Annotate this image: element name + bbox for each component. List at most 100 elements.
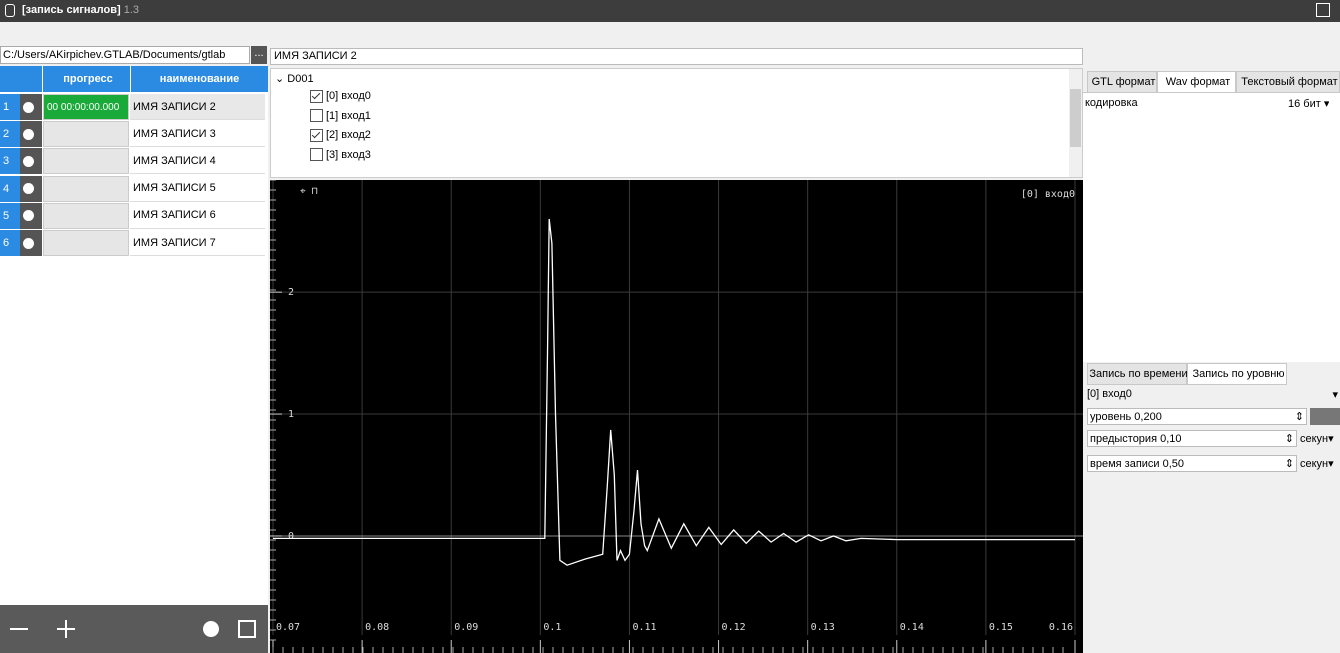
row-name[interactable]: ИМЯ ЗАПИСИ 4 (130, 148, 265, 175)
row-status (20, 148, 42, 175)
column-header[interactable]: прогресс (42, 66, 130, 92)
row-name[interactable]: ИМЯ ЗАПИСИ 7 (130, 230, 265, 256)
checkbox[interactable] (310, 128, 323, 142)
record-button[interactable] (203, 621, 219, 637)
format-page: кодировка 16 бит ▾ (1083, 92, 1340, 362)
x-tick-label: 0.13 (811, 622, 835, 633)
window-title: [запись сигналов] (22, 4, 121, 16)
row-progress (43, 202, 129, 229)
status-dot (23, 101, 34, 113)
pre-history-unit[interactable]: секун ▾ (1300, 432, 1334, 446)
row-name[interactable]: ИМЯ ЗАПИСИ 6 (130, 202, 265, 229)
row-status (20, 230, 42, 256)
row-progress (43, 148, 129, 175)
tab[interactable]: Текстовый формат (1236, 71, 1340, 93)
channel-label: [1] вход1 (326, 109, 371, 122)
x-tick-label: 0.16 (1049, 622, 1073, 633)
tab[interactable]: GTL формат (1087, 71, 1157, 93)
row-progress (43, 175, 129, 202)
status-dot (23, 128, 34, 140)
scrollbar[interactable] (1069, 69, 1082, 177)
row-index: 5 (0, 202, 20, 229)
row-name[interactable]: ИМЯ ЗАПИСИ 2 (130, 94, 265, 120)
status-dot (23, 155, 34, 167)
channel-item[interactable]: [2] вход2 (307, 126, 371, 144)
table-toolbar (0, 605, 268, 653)
channel-label: [0] вход0 (326, 90, 371, 102)
channel-item[interactable]: [0] вход0 (307, 87, 371, 105)
checkbox[interactable] (310, 109, 323, 122)
record-table: прогресс наименование 1 00 00:00:00.000 ИМЯ … (0, 66, 268, 605)
status-dot (23, 237, 34, 249)
edge-buttons[interactable] (1310, 408, 1340, 425)
tree-device[interactable]: ⌄ D001 (275, 73, 314, 85)
tab[interactable]: Wav формат (1157, 71, 1236, 93)
format-tabs: GTL формат Wav формат Текстовый формат (1083, 71, 1340, 93)
level-text: уровень 0,200 (1090, 410, 1162, 423)
record-name-field[interactable]: ИМЯ ЗАПИСИ 2 (270, 48, 1083, 65)
x-tick-label: 0.09 (454, 622, 478, 633)
record-time-field[interactable]: время записи 0,50 ⇕ (1087, 455, 1297, 472)
window-version: 1.3 (123, 4, 140, 16)
channel-label: [2] вход2 (326, 129, 371, 141)
encoding-label: кодировка (1085, 97, 1138, 109)
signal-line (273, 218, 1075, 566)
row-progress: 00 00:00:00.000 (43, 94, 129, 120)
record-time-unit[interactable]: секун ▾ (1300, 457, 1334, 471)
channel-value: [0] вход0 (1087, 388, 1132, 400)
row-name[interactable]: ИМЯ ЗАПИСИ 3 (130, 121, 265, 148)
browse-button[interactable]: ... (251, 46, 267, 64)
pre-history-unit-text: секун (1300, 432, 1329, 445)
x-tick-label: 0.15 (989, 622, 1013, 633)
column-header[interactable]: наименование (130, 66, 265, 92)
x-tick-label: 0.08 (365, 622, 389, 633)
x-tick-label: 0.07 (276, 622, 300, 633)
settings-panel: GTL формат Wav формат Текстовый формат код… (1083, 68, 1340, 653)
remove-button[interactable] (10, 628, 28, 630)
scroll-thumb[interactable] (1070, 89, 1081, 147)
stop-button[interactable] (238, 620, 256, 638)
pre-history-text: предыстория 0,10 (1090, 432, 1182, 445)
row-progress (43, 121, 129, 148)
row-progress (43, 230, 129, 256)
channel-item[interactable]: [1] вход1 (307, 107, 371, 125)
row-status (20, 121, 42, 148)
row-status (20, 94, 42, 120)
channel-item[interactable]: [3] вход3 (307, 146, 371, 164)
device-label: D001 (287, 73, 314, 85)
status-dot (23, 210, 34, 222)
level-field[interactable]: уровень 0,200 ⇕ (1087, 408, 1307, 425)
mode-tabs: Запись по времени Запись по уровню (1083, 363, 1340, 385)
checkbox[interactable] (310, 148, 323, 161)
channel-tree: ⌄ D001 [0] вход0 [1] вход1 [2] вход2 [3] вх… (270, 68, 1083, 178)
chart: [0] вход0 ⌖ ⊓ 0.07 0.08 0.09 0.1 0.11 0.12 0.1… (270, 180, 1083, 653)
record-time-text: время записи 0,50 (1090, 457, 1185, 470)
maximize-button[interactable] (1316, 3, 1330, 17)
x-tick-label: 0.12 (722, 622, 746, 633)
path-field[interactable]: C:/Users/AKirpichev.GTLAB/Documents/gtla… (0, 46, 250, 64)
x-tick-label: 0.11 (632, 622, 656, 633)
title-bar: [запись сигналов] 1.3 (0, 0, 1340, 22)
x-tick-label: 0.14 (900, 622, 924, 633)
pre-history-field[interactable]: предыстория 0,10 ⇕ (1087, 430, 1297, 447)
row-index: 2 (0, 121, 20, 148)
chart-icons: ⌖ ⊓ (300, 186, 318, 197)
lock-icon (5, 4, 15, 17)
status-dot (23, 183, 34, 195)
channel-select[interactable]: [0] вход0 ▾ (1087, 388, 1338, 401)
encoding-select[interactable]: 16 бит ▾ (1288, 98, 1330, 110)
encoding-value: 16 бит (1288, 98, 1321, 110)
y-tick-label: 2 (288, 287, 294, 298)
row-index: 4 (0, 175, 20, 202)
row-status (20, 175, 42, 202)
row-index: 6 (0, 230, 20, 256)
tab[interactable]: Запись по уровню (1187, 363, 1287, 385)
x-tick-label: 0.1 (543, 622, 561, 633)
row-name[interactable]: ИМЯ ЗАПИСИ 5 (130, 175, 265, 202)
record-time-unit-text: секун (1300, 457, 1329, 470)
row-index: 3 (0, 148, 20, 175)
tab[interactable]: Запись по времени (1087, 363, 1188, 385)
checkbox[interactable] (310, 89, 323, 103)
row-index: 1 (0, 94, 20, 120)
